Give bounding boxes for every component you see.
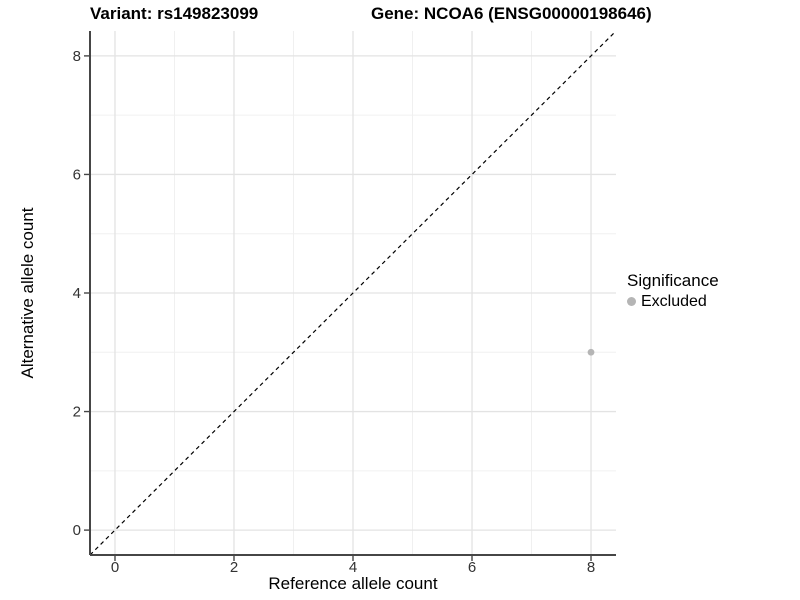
x-tick-label: 6	[468, 559, 476, 576]
legend: Significance Excluded	[627, 271, 719, 311]
y-tick-label: 2	[73, 404, 81, 421]
legend-title: Significance	[627, 271, 719, 290]
identity-dashed-line	[89, 30, 617, 556]
y-tick-label: 4	[73, 285, 81, 302]
plot-title-gene: Gene: NCOA6 (ENSG00000198646)	[371, 4, 652, 23]
legend-entry-excluded: Excluded	[627, 292, 719, 311]
x-tick-label: 0	[111, 559, 119, 576]
legend-point-icon	[627, 297, 636, 306]
x-tick-label: 8	[587, 559, 595, 576]
y-axis-title: Alternative allele count	[18, 207, 37, 379]
x-tick-label: 2	[230, 559, 238, 576]
y-tick-label: 6	[73, 166, 81, 183]
plot-title-variant: Variant: rs149823099	[90, 4, 259, 23]
y-tick-label: 0	[73, 522, 81, 539]
y-tick-label: 8	[73, 48, 81, 65]
legend-entry-label: Excluded	[641, 293, 707, 310]
x-axis-title: Reference allele count	[268, 574, 438, 593]
x-tick-label: 4	[349, 559, 357, 576]
data-point	[587, 348, 595, 356]
